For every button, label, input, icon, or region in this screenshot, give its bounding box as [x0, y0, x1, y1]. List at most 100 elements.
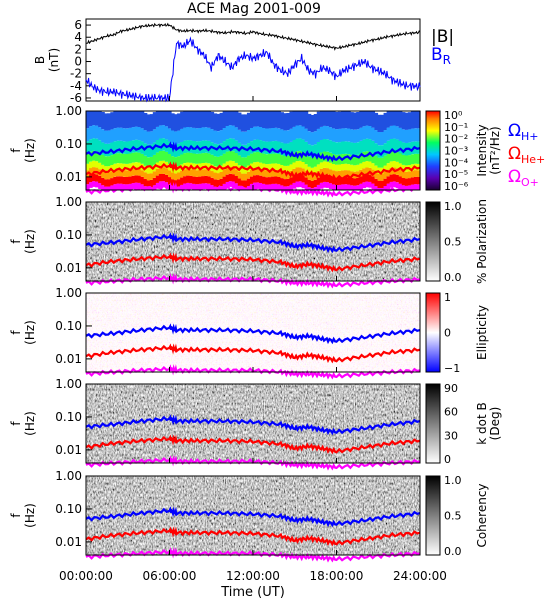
spectrogram-cell	[210, 129, 215, 143]
spectrogram-cell	[158, 160, 163, 168]
spectrogram-cell	[277, 163, 281, 171]
freq-ylabel: f	[9, 148, 23, 153]
spectrogram-cell	[338, 170, 342, 178]
spectrogram-cell	[161, 173, 166, 182]
panel-b-ytick-label: 0	[74, 55, 82, 69]
spectrogram-cell	[356, 177, 360, 186]
spectrogram-cell	[325, 182, 330, 188]
spectrogram-cell	[395, 139, 400, 152]
spectrogram-cell	[231, 151, 236, 162]
spectrogram-cell	[292, 140, 297, 153]
spectrogram-cell	[301, 126, 306, 140]
spectrogram-cell	[262, 128, 266, 142]
colorbar-polarization	[425, 201, 441, 282]
spectrogram-cell	[231, 161, 236, 168]
spectrogram-cell	[371, 140, 376, 154]
spectrogram-cell	[371, 127, 376, 141]
colorbar-tick-label: 10⁰	[444, 109, 463, 122]
spectrogram-cell	[328, 127, 333, 141]
spectrogram-cell	[368, 111, 373, 126]
spectrogram-cell	[356, 171, 360, 178]
spectrogram-cell	[253, 162, 257, 169]
spectrogram-cell	[204, 175, 209, 184]
spectrogram-cell	[334, 129, 339, 143]
spectrogram-cell	[416, 154, 421, 164]
spectrogram-cell	[116, 169, 120, 177]
colorbar-tick-label: 90	[444, 382, 458, 395]
spectrogram-cell	[122, 111, 127, 129]
spectrogram-cell	[192, 169, 196, 177]
spectrogram-cell	[228, 181, 233, 187]
spectrogram-cell	[122, 163, 127, 171]
spectrogram-cell	[86, 128, 90, 142]
spectrogram-cell	[222, 128, 227, 142]
spectrogram-cell	[246, 112, 251, 130]
spectrogram-cell	[407, 129, 412, 143]
spectrogram-cell	[101, 177, 105, 186]
spectrogram-cell	[198, 128, 202, 142]
spectrogram-cell	[256, 182, 260, 189]
series-line-b-r	[85, 36, 421, 103]
spectrogram-cell	[137, 182, 142, 189]
spectrogram-cell	[101, 185, 105, 190]
spectrogram-cell	[119, 169, 124, 177]
spectrogram-cell	[116, 127, 120, 141]
spectrogram-cell	[125, 163, 130, 171]
spectrogram-cell	[204, 183, 209, 189]
spectrogram-cell	[225, 139, 230, 152]
freq-ytick-label: 0.01	[55, 261, 82, 275]
spectrogram-cell	[210, 154, 215, 165]
spectrogram-cell	[410, 177, 415, 185]
spectrogram-cell	[338, 184, 342, 190]
colorbar-tick-label: 10⁻¹	[444, 121, 468, 134]
x-tick-label: 12:00:00	[226, 569, 280, 583]
spectrogram-cell	[134, 139, 139, 153]
spectrogram-cell	[222, 153, 227, 164]
spectrogram-cell	[398, 141, 403, 154]
spectrogram-cell	[344, 184, 348, 190]
spectrogram-cell	[380, 132, 385, 146]
spectrogram-cell	[113, 163, 117, 171]
spectrogram-cell	[392, 111, 397, 126]
spectrogram-cell	[386, 163, 391, 170]
spectrogram-cell	[286, 172, 291, 179]
spectrogram-cell	[249, 111, 254, 128]
spectrogram-cell	[89, 111, 93, 127]
spectrogram-cell	[86, 111, 90, 129]
gyro-legend-symbol: Ω	[508, 121, 521, 141]
spectrogram-cell	[347, 128, 351, 142]
spectrogram-cell	[101, 142, 105, 155]
spectrogram-cell	[86, 163, 90, 171]
spectrogram-cell	[277, 170, 281, 177]
spectrogram-cell	[180, 128, 184, 142]
spectrogram-cell	[301, 139, 306, 153]
spectrogram-cell	[201, 111, 206, 128]
spectrogram-cell	[101, 171, 105, 178]
spectrogram-cell	[113, 184, 117, 190]
spectrogram-cell	[155, 175, 160, 183]
spectrogram-cell	[128, 169, 133, 177]
spectrogram-cell	[353, 178, 357, 186]
freq-ylabel-units: (Hz)	[23, 320, 37, 345]
spectrogram-cell	[353, 112, 357, 130]
spectrogram-cell	[249, 163, 254, 170]
spectrogram-cell	[392, 161, 397, 168]
spectrogram-cell	[319, 168, 324, 176]
spectrogram-cell	[347, 170, 351, 178]
spectrogram-cell	[338, 111, 342, 129]
spectrogram-cell	[122, 176, 127, 185]
spectrogram-cell	[92, 160, 96, 168]
spectrogram-cell	[265, 177, 269, 185]
spectrogram-cell	[98, 162, 102, 170]
panel-ellipticity: 1.00 0.10 0.01 f (Hz) 1 0 −1 Ellipticity	[9, 286, 489, 380]
spectrogram-cell	[350, 129, 354, 143]
spectrogram-cell	[186, 168, 190, 176]
spectrogram-cell	[268, 111, 272, 129]
spectrogram-cell	[101, 112, 105, 130]
spectrogram-cell	[228, 138, 233, 151]
spectrogram-cell	[137, 127, 142, 141]
spectrogram-cell	[146, 131, 151, 145]
panel-b-ylabel-units: (nT)	[47, 48, 61, 72]
spectrogram-cell	[119, 183, 124, 190]
spectrogram-cell	[416, 111, 421, 129]
